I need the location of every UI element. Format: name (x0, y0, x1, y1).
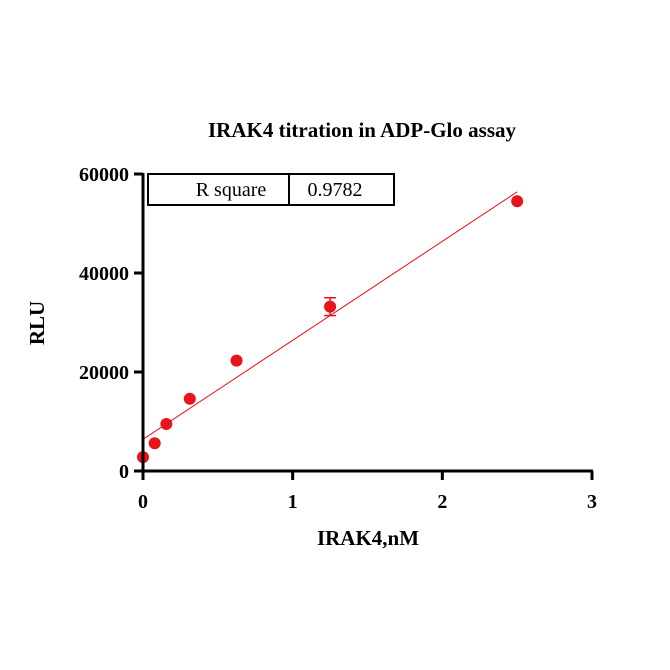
data-point (148, 437, 161, 450)
y-axis: 0 20000 40000 60000 (79, 164, 145, 483)
y-tick-label: 60000 (79, 164, 129, 186)
data-point (230, 354, 243, 367)
data-point (183, 392, 196, 405)
stats-table-label: R square (196, 179, 267, 201)
data-point (324, 300, 337, 313)
x-tick-label: 2 (437, 491, 447, 513)
x-tick-label: 1 (288, 491, 298, 513)
chart-title: IRAK4 titration in ADP-Glo assay (208, 118, 517, 142)
y-axis-label: RLU (25, 301, 49, 345)
x-tick-label: 3 (587, 491, 597, 513)
data-point (511, 195, 524, 208)
stats-table: R square 0.9782 (147, 173, 395, 206)
x-axis-label: IRAK4,nM (317, 526, 419, 550)
data-point (160, 417, 173, 430)
y-tick-label: 0 (119, 461, 129, 483)
y-tick-label: 40000 (79, 263, 129, 285)
y-tick-label: 20000 (79, 362, 129, 384)
x-tick-label: 0 (138, 491, 148, 513)
stats-table-border (147, 173, 395, 206)
plot-area (137, 191, 524, 464)
stats-table-value: 0.9782 (308, 179, 363, 201)
x-axis: 0 1 2 3 (138, 469, 597, 513)
